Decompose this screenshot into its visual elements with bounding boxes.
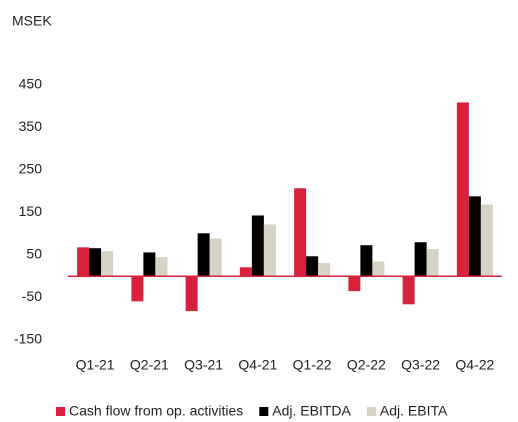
bar: [131, 276, 144, 302]
bar: [360, 245, 373, 277]
legend-swatch: [259, 407, 269, 416]
y-tick-label: -50: [22, 288, 42, 304]
bar: [89, 248, 102, 277]
x-tick-label: Q1-21: [76, 357, 115, 373]
bar: [426, 249, 439, 277]
bar: [318, 263, 331, 277]
bar: [306, 256, 319, 277]
y-tick-label: 50: [26, 246, 42, 262]
legend-label: Adj. EBITA: [380, 403, 448, 419]
legend-label: Cash flow from op. activities: [69, 403, 243, 419]
bar: [468, 196, 481, 277]
legend-swatch: [56, 407, 65, 416]
bar: [372, 261, 385, 277]
bar: [263, 224, 276, 277]
bar: [239, 267, 252, 277]
bar: [348, 276, 361, 292]
bar: [155, 257, 168, 277]
x-tick-label: Q2-21: [130, 357, 169, 373]
legend-swatch: [366, 407, 376, 416]
y-tick-label: 450: [19, 76, 43, 92]
bar: [197, 233, 210, 277]
bar: [77, 247, 90, 277]
x-tick-label: Q4-22: [455, 357, 494, 373]
y-axis-label: MSEK: [12, 13, 52, 29]
legend-label: Adj. EBITDA: [272, 403, 351, 419]
x-tick-label: Q2-22: [347, 357, 386, 373]
x-tick-label: Q3-21: [184, 357, 223, 373]
x-tick-label: Q1-22: [293, 357, 332, 373]
x-tick-label: Q4-21: [238, 357, 277, 373]
bar: [402, 276, 415, 305]
bar: [294, 188, 307, 277]
bar: [251, 215, 264, 277]
y-tick-label: 250: [19, 161, 43, 177]
bar: [480, 204, 493, 277]
bar: [143, 252, 156, 277]
y-tick-label: 150: [19, 203, 43, 219]
bar: [209, 238, 222, 277]
bar: [414, 242, 427, 277]
bar: [185, 276, 198, 312]
x-tick-label: Q3-22: [401, 357, 440, 373]
y-tick-label: 350: [19, 118, 43, 134]
bar: [101, 251, 114, 277]
bar: [456, 102, 469, 277]
y-tick-label: -150: [14, 331, 42, 347]
